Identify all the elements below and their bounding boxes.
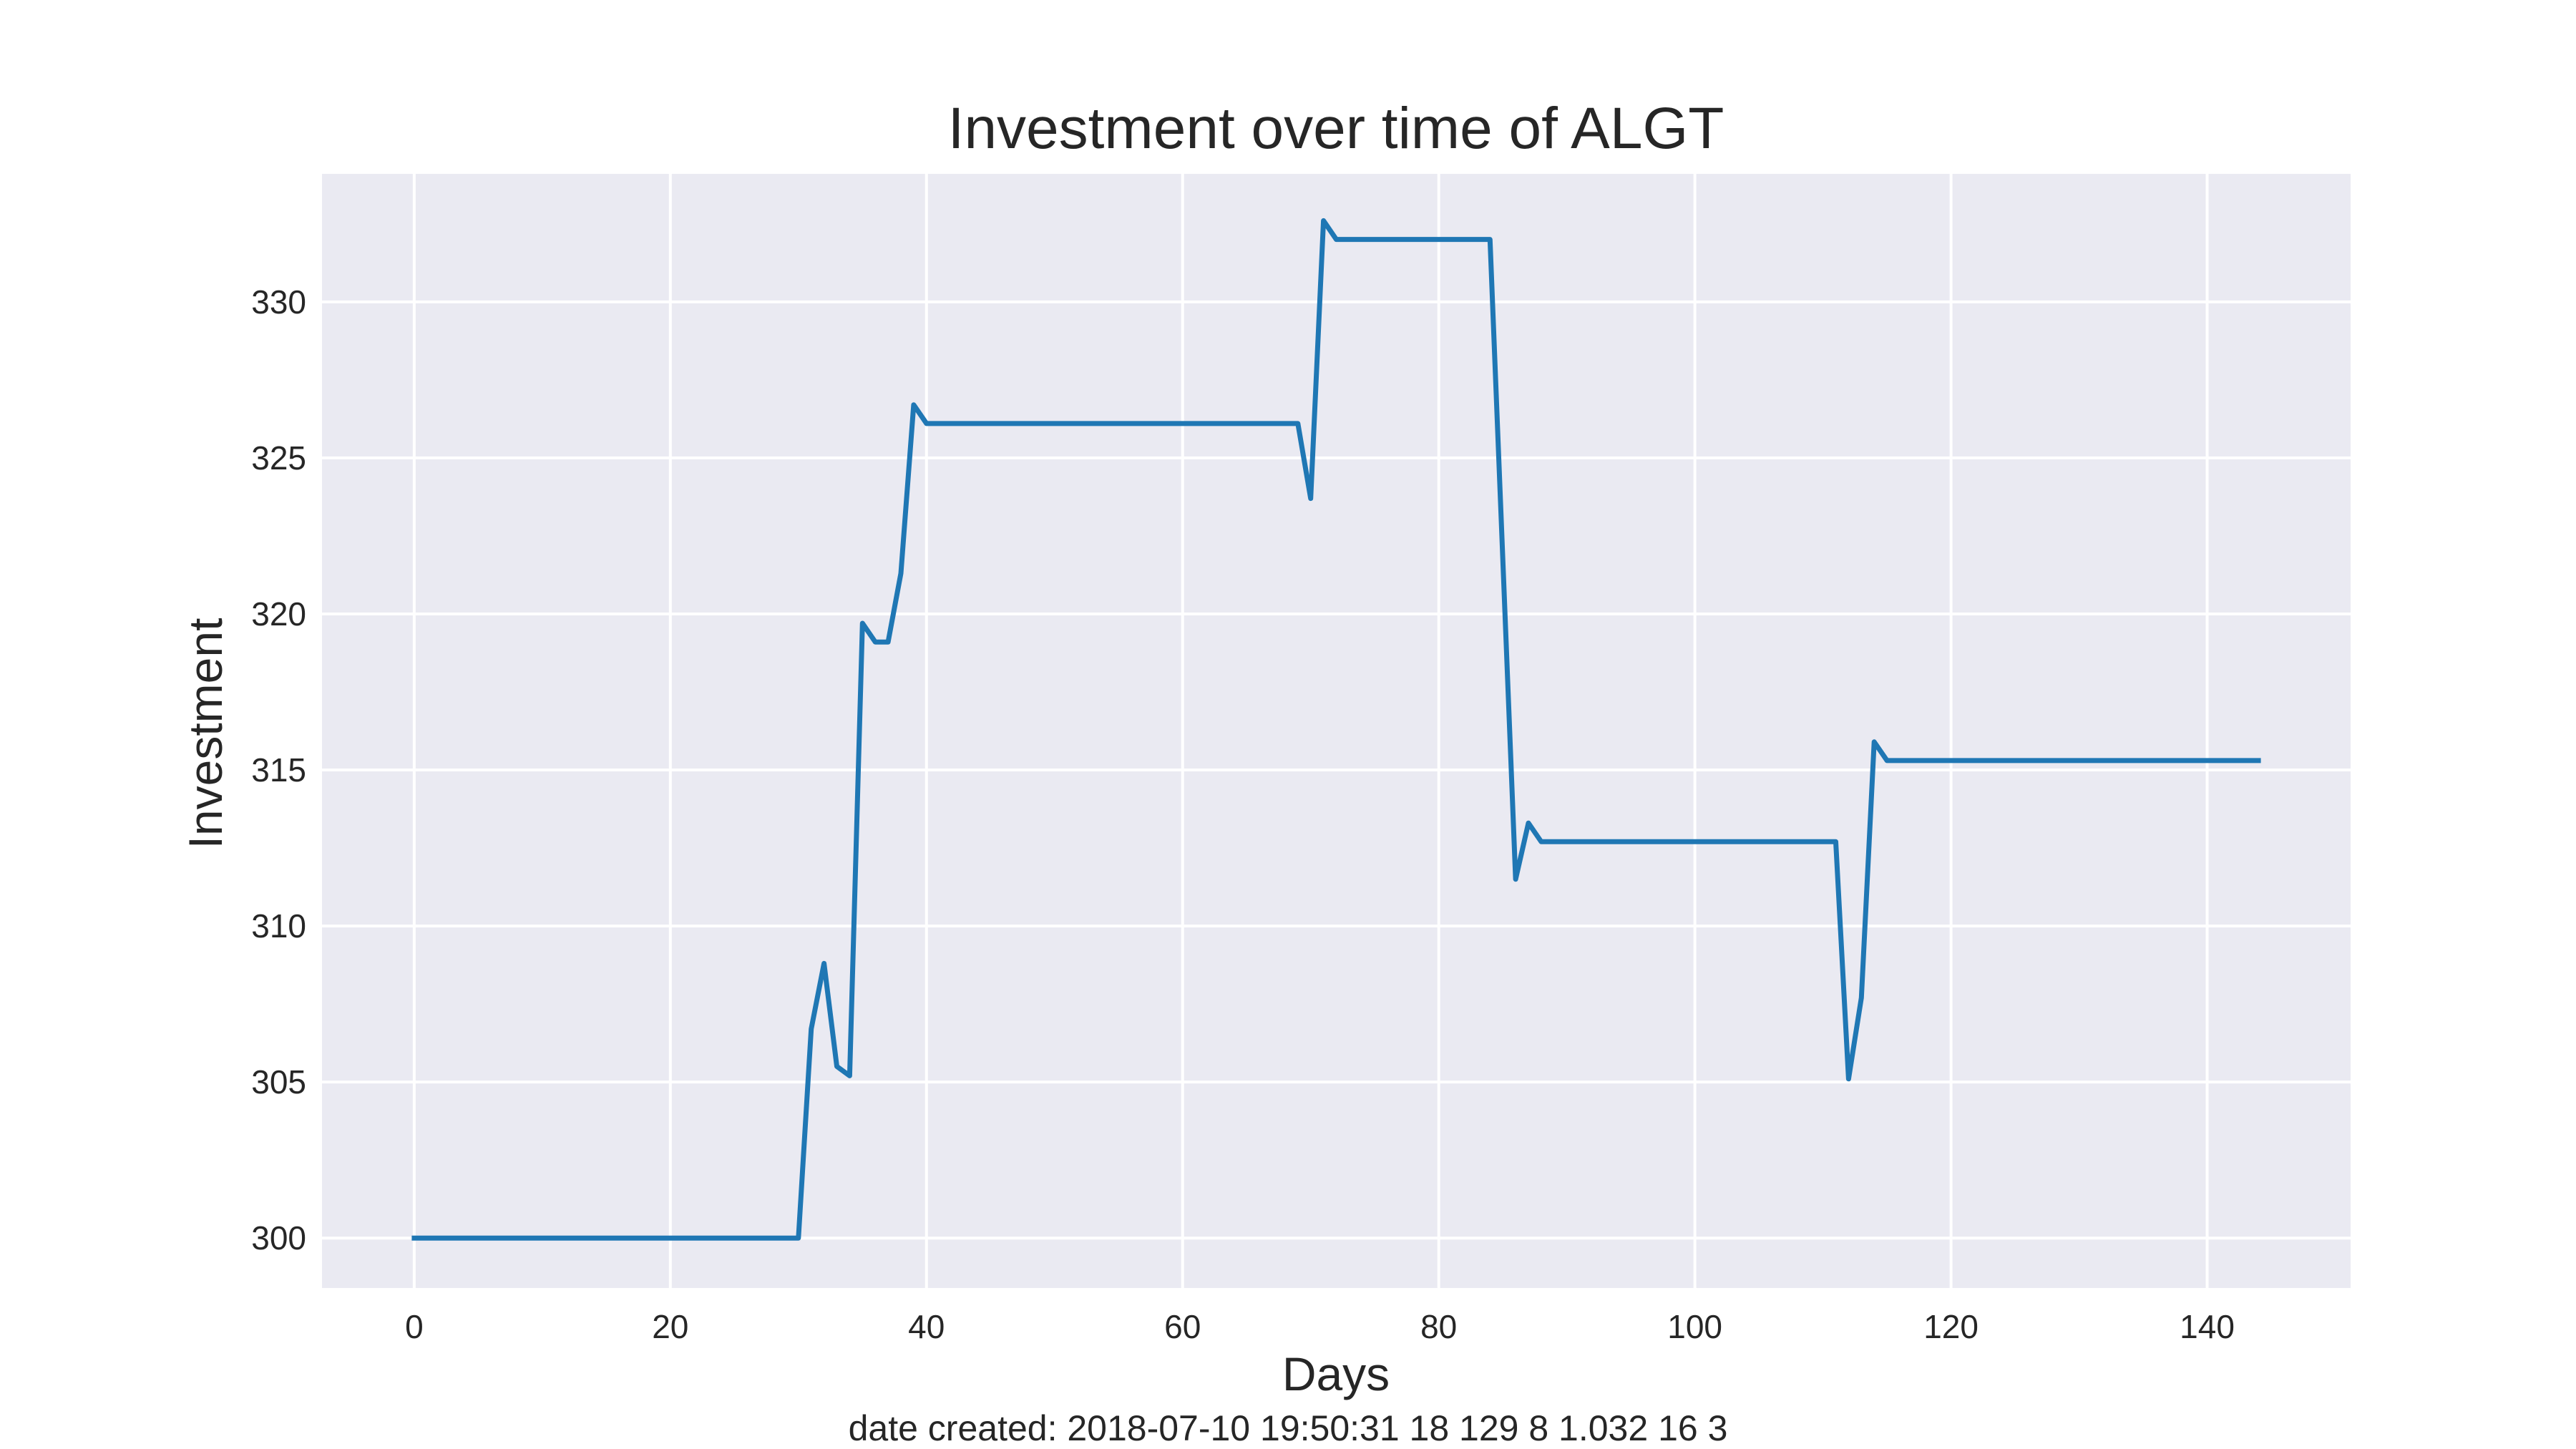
series-line-0 — [411, 218, 2261, 1241]
x-tick-labels: 0 20 40 60 80 100 120 140 — [405, 1308, 2235, 1345]
x-tick-label: 0 — [405, 1308, 424, 1345]
x-tick-label: 80 — [1420, 1308, 1457, 1345]
x-tick-label: 40 — [908, 1308, 945, 1345]
y-tick-label: 320 — [251, 595, 306, 633]
x-tick-label: 140 — [2180, 1308, 2235, 1345]
y-axis-label: Investment — [179, 618, 232, 849]
x-tick-label: 60 — [1164, 1308, 1201, 1345]
plot-background — [322, 174, 2351, 1288]
x-axis-label: Days — [1282, 1347, 1390, 1400]
x-tick-label: 120 — [1923, 1308, 1979, 1345]
chart-title: Investment over time of ALGT — [948, 96, 1724, 161]
y-tick-label: 315 — [251, 751, 306, 789]
y-tick-label: 310 — [251, 907, 306, 945]
horizontal-gridlines — [322, 300, 2351, 1240]
series-layer — [411, 218, 2261, 1241]
vertical-gridlines — [412, 174, 2209, 1288]
x-tick-label: 100 — [1667, 1308, 1722, 1345]
y-tick-label: 325 — [251, 439, 306, 477]
y-tick-labels: 300 305 310 315 320 325 330 — [251, 283, 306, 1257]
x-tick-label: 20 — [652, 1308, 688, 1345]
y-tick-label: 330 — [251, 283, 306, 321]
y-tick-label: 305 — [251, 1063, 306, 1101]
date-created-footer: date created: 2018-07-10 19:50:31 18 129… — [849, 1408, 1728, 1448]
y-tick-label: 300 — [251, 1219, 306, 1257]
